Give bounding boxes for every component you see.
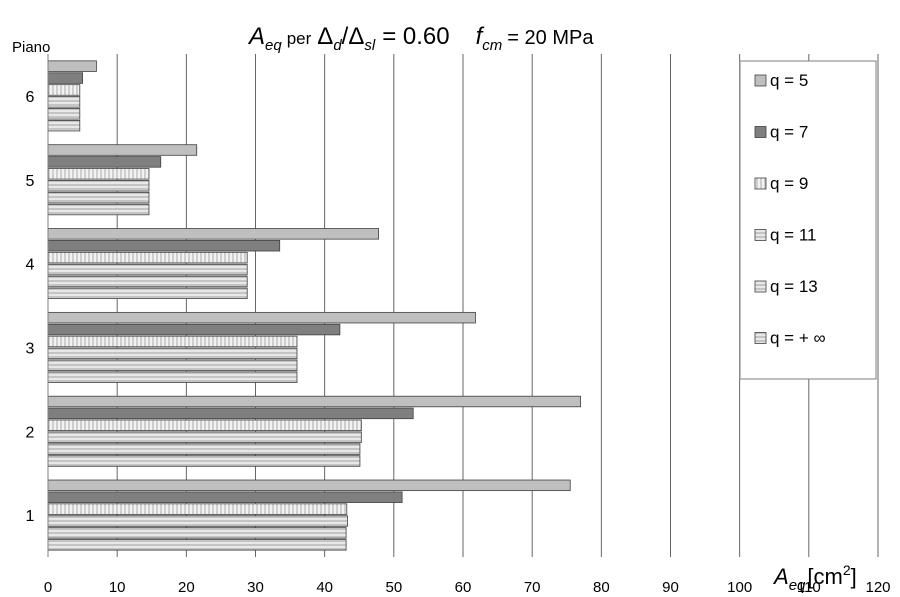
legend-label: q = 11 [770, 226, 816, 245]
bar [47, 72, 83, 84]
bar [47, 491, 403, 503]
title-fcm-value: = 20 MPa [507, 27, 594, 49]
bar [47, 251, 248, 264]
x-tick-label: 60 [455, 579, 472, 596]
bar [47, 443, 361, 455]
bar [47, 203, 150, 216]
bar [47, 503, 348, 515]
legend-swatch [754, 280, 767, 293]
bar [47, 407, 414, 420]
legend-label: q = 13 [770, 277, 818, 296]
bar [47, 96, 81, 108]
bar [47, 156, 162, 168]
title-f: f [476, 23, 485, 50]
legend-swatch [754, 177, 767, 190]
title-f-subscript: cm [482, 37, 502, 54]
x-tick-label: 100 [727, 579, 752, 596]
bar [47, 108, 81, 120]
legend-swatch [754, 229, 767, 241]
legend-box [739, 60, 877, 380]
category-label: 3 [26, 340, 35, 357]
x-tick-labels: 0 10 20 30 40 50 60 70 80 90 100 110 120 [44, 579, 891, 596]
title-per: per [287, 29, 312, 48]
bar [47, 287, 248, 300]
bar [47, 395, 581, 408]
x-tick-label: 80 [593, 579, 610, 596]
category-label: 1 [26, 508, 35, 525]
bar [47, 191, 150, 204]
category-label: 5 [26, 173, 35, 190]
x-tick-label: 20 [178, 579, 195, 596]
bar [47, 539, 347, 551]
legend-label: q = + ∞ [770, 329, 826, 348]
bar [47, 479, 571, 492]
legend-swatch [754, 74, 767, 87]
bar [47, 311, 476, 324]
category-label: 2 [26, 424, 35, 441]
x-tick-label: 30 [247, 579, 264, 596]
title-symbol: A [247, 23, 265, 50]
x-tick-label: 90 [662, 579, 679, 596]
bar [47, 179, 150, 192]
y-axis-label: Piano [12, 39, 50, 56]
bar [47, 455, 361, 467]
x-axis-label-symbol: A [772, 564, 789, 589]
legend-swatch [754, 332, 767, 344]
bar [47, 419, 362, 432]
title-delta-sl-subscript: sl [364, 37, 376, 54]
legend-swatch [754, 126, 767, 138]
legend-label: q = 9 [770, 174, 808, 193]
title-delta-sl: Δ [348, 23, 364, 50]
x-tick-label: 10 [109, 579, 126, 596]
bar [47, 228, 380, 240]
bar [47, 119, 81, 132]
bar [47, 144, 198, 156]
bar [47, 527, 347, 539]
x-tick-label: 120 [865, 579, 890, 596]
title-delta-d-subscript: d [333, 37, 342, 54]
bar [47, 515, 348, 527]
bar [47, 347, 298, 360]
x-tick-label: 50 [385, 579, 402, 596]
x-tick-label: 110 [797, 579, 821, 596]
legend-label: q = 5 [770, 71, 808, 90]
title-ratio: = 0.60 [382, 23, 449, 50]
x-axis-label: Aeq[cm2] [772, 562, 857, 594]
category-label: 6 [26, 89, 35, 106]
bar [47, 240, 281, 252]
title-delta-d: Δ [317, 23, 333, 50]
legend: q = 5 q = 7 q = 9 q = 11 q = 13 q = + ∞ [754, 71, 826, 348]
category-labels: 1 2 3 4 5 6 [26, 89, 35, 525]
bar [47, 323, 341, 336]
bar [47, 275, 248, 288]
x-axis-label-subscript: eq [789, 577, 806, 594]
bar [47, 371, 298, 383]
category-label: 4 [26, 257, 35, 274]
x-tick-label: 70 [524, 579, 541, 596]
bar [47, 168, 150, 180]
bar [47, 60, 97, 72]
title-symbol-subscript: eq [265, 37, 282, 54]
chart-title: Aeq per Δd/Δsl = 0.60 fcm = 20 MPa [247, 23, 594, 54]
bar [47, 431, 362, 443]
bars [47, 60, 581, 551]
bar [47, 84, 81, 96]
x-axis-label-unit-close: ] [851, 564, 857, 589]
x-tick-label: 0 [44, 579, 52, 596]
legend-label: q = 7 [770, 123, 808, 142]
x-axis-label-superscript: 2 [843, 562, 851, 578]
bar [47, 359, 298, 371]
x-axis-label-unit: [cm [807, 564, 842, 589]
x-tick-label: 40 [316, 579, 333, 596]
bar [47, 335, 298, 348]
title-slash: / [342, 23, 349, 50]
bar [47, 263, 248, 276]
